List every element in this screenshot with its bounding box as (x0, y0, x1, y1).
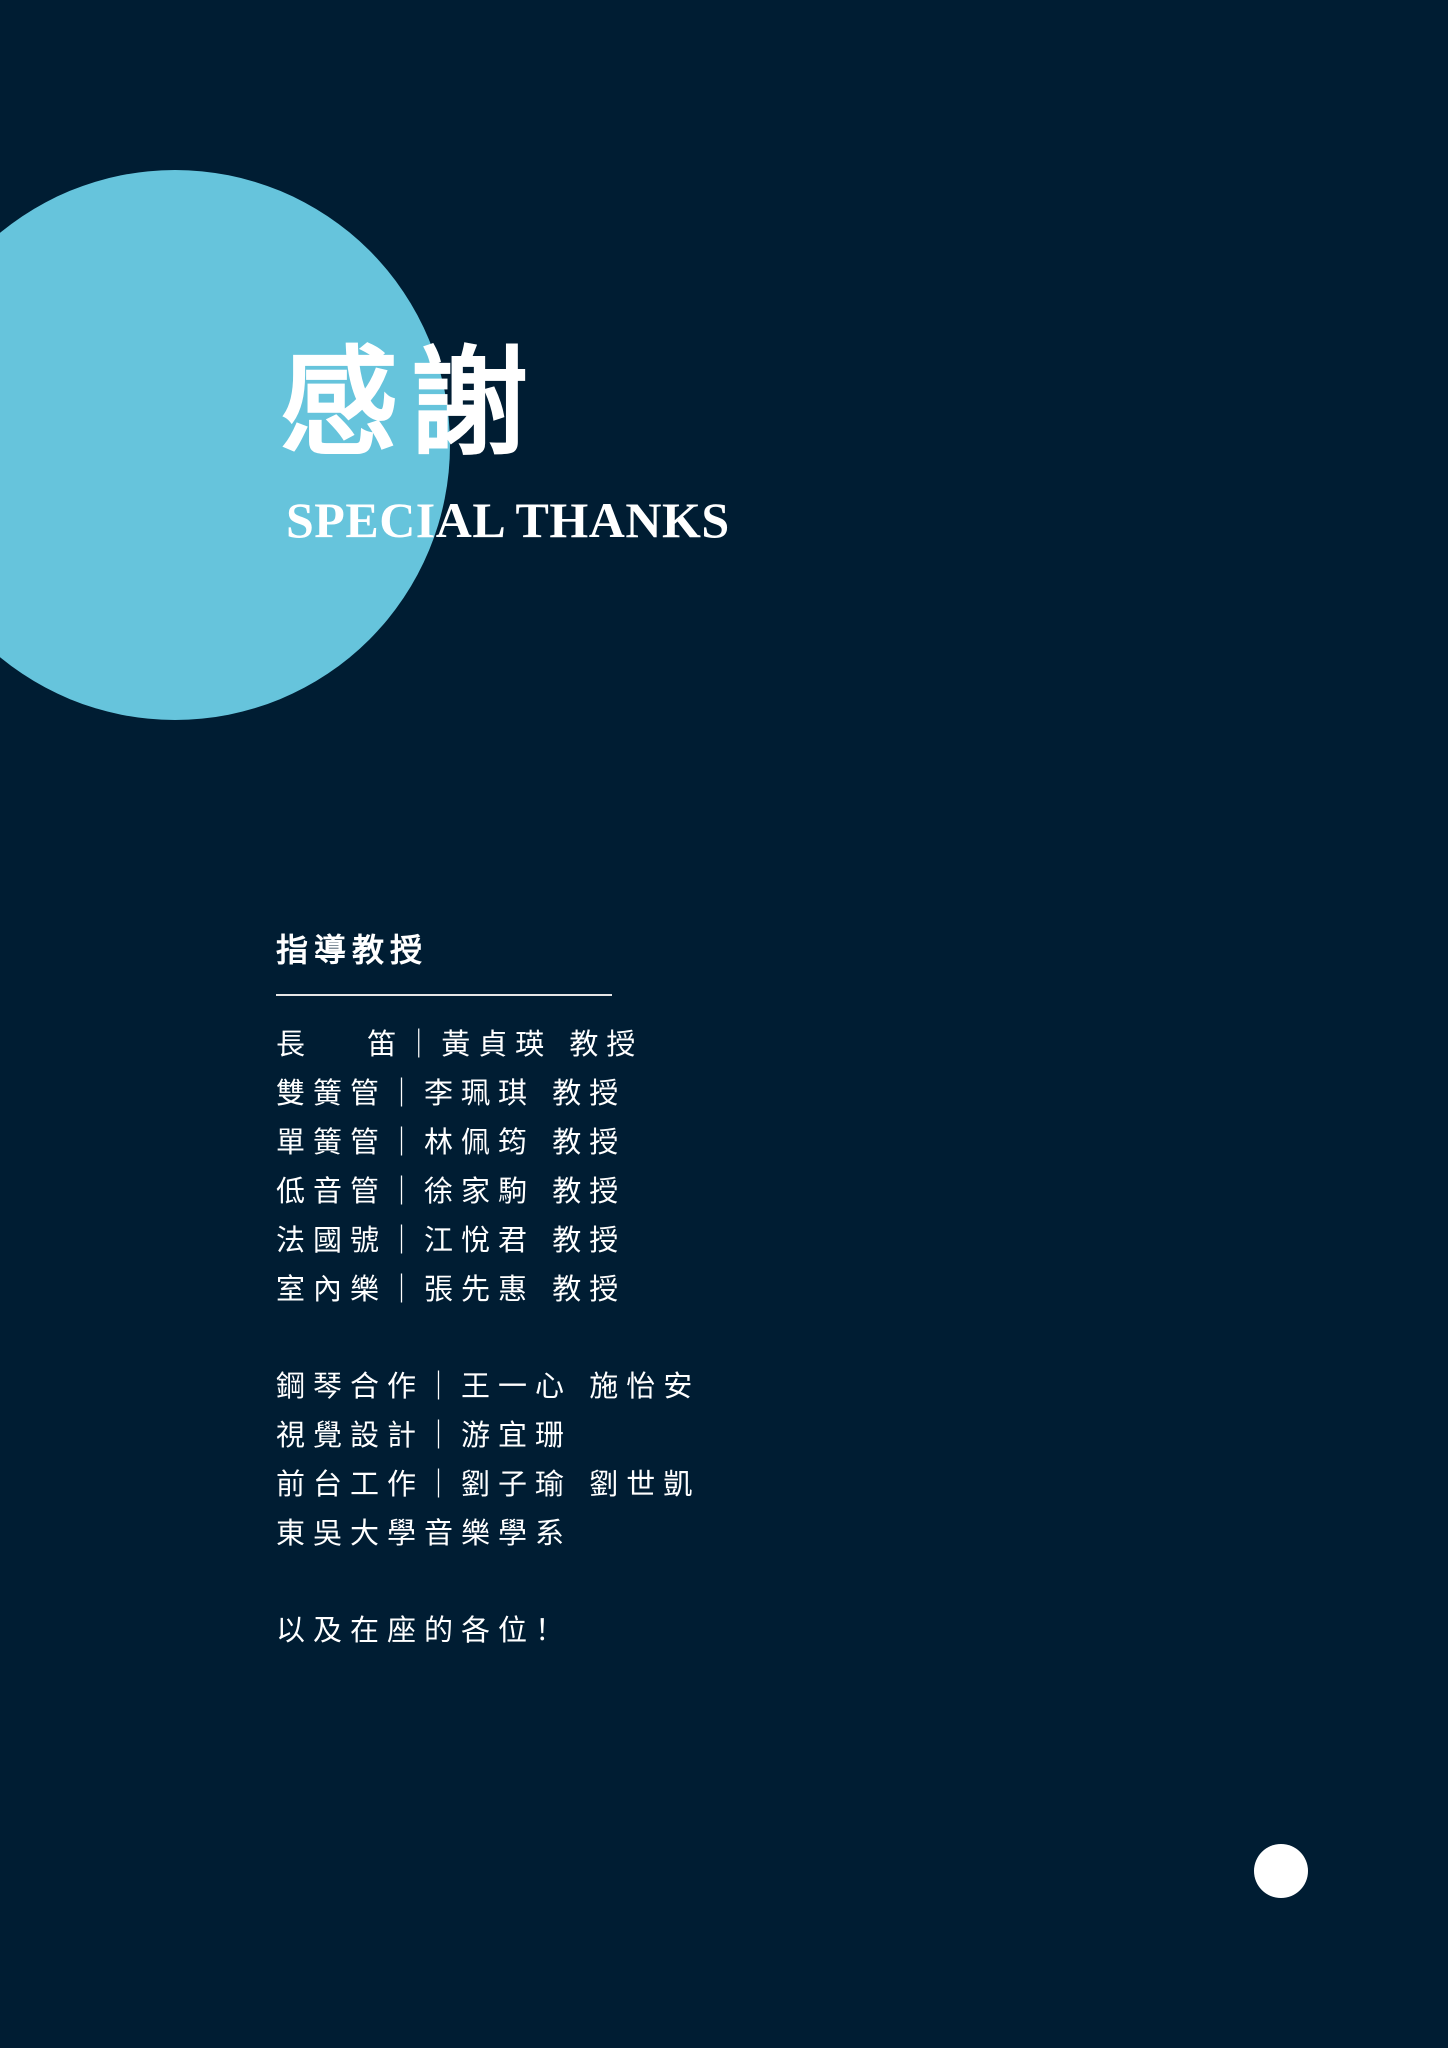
advisor-chamber: 室內樂｜張先惠 教授 (276, 1272, 627, 1306)
advisor-clarinet: 單簧管｜林佩筠 教授 (276, 1125, 627, 1159)
staff-front-desk: 前台工作｜劉子瑜 劉世凱 (276, 1467, 701, 1501)
advisor-horn: 法國號｜江悅君 教授 (276, 1223, 627, 1257)
advisor-flute: 長 笛｜黃貞瑛 教授 (276, 1027, 644, 1061)
page-title-chinese: 感謝 (280, 333, 541, 472)
advisor-oboe: 雙簧管｜李珮琪 教授 (276, 1076, 627, 1110)
advisor-bassoon: 低音管｜徐家駒 教授 (276, 1174, 627, 1208)
staff-visual-design: 視覺設計｜游宜珊 (276, 1418, 573, 1452)
list-spacer (276, 1314, 700, 1362)
list-spacer (276, 1558, 700, 1606)
staff-department: 東吳大學音樂學系 (276, 1516, 573, 1550)
decorative-circle-large (0, 170, 450, 720)
advisors-heading: 指導教授 (276, 931, 429, 969)
heading-divider (276, 994, 612, 996)
decorative-dot (1254, 1844, 1308, 1898)
credits-list: 長 笛｜黃貞瑛 教授 雙簧管｜李珮琪 教授 單簧管｜林佩筠 教授 低音管｜徐家駒… (276, 1020, 700, 1655)
page-title-english: SPECIAL THANKS (286, 492, 730, 548)
closing-line: 以及在座的各位！ (276, 1613, 573, 1647)
staff-piano: 鋼琴合作｜王一心 施怡安 (276, 1369, 701, 1403)
